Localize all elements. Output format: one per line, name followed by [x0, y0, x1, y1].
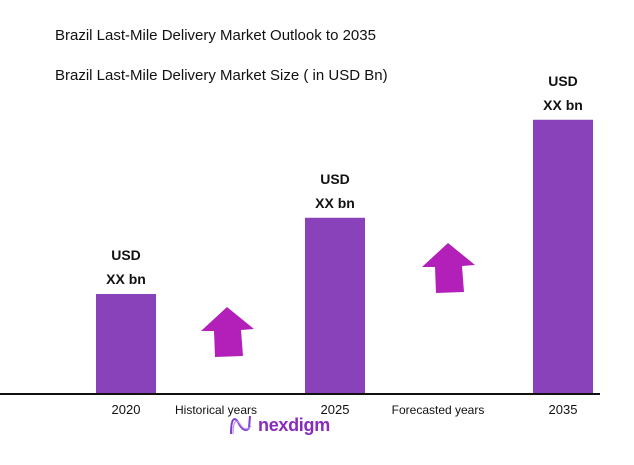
period-label: Forecasted years — [392, 403, 485, 417]
data-label-2025: USD — [320, 171, 350, 187]
up-arrow-icon — [422, 243, 475, 293]
period-label: Historical years — [175, 403, 257, 417]
category-label-2025: 2025 — [321, 402, 350, 417]
chart-subtitle: Brazil Last-Mile Delivery Market Size ( … — [55, 67, 388, 84]
bar-2025 — [305, 217, 365, 393]
nexdigm-logo: nexdigm — [228, 414, 330, 436]
bar-2035 — [533, 119, 593, 393]
logo-wave-icon — [230, 415, 252, 435]
data-label-2035: XX bn — [543, 97, 583, 113]
data-label-2020: XX bn — [106, 271, 146, 287]
bar-2020 — [96, 294, 156, 393]
logo-text: nexdigm — [258, 414, 330, 435]
data-label-2025: XX bn — [315, 195, 355, 211]
up-arrow-icon — [201, 307, 254, 357]
data-label-2020: USD — [111, 247, 141, 263]
category-label-2020: 2020 — [112, 402, 141, 417]
category-label-2035: 2035 — [549, 402, 578, 417]
chart-title: Brazil Last-Mile Delivery Market Outlook… — [55, 27, 376, 44]
data-label-2035: USD — [548, 73, 578, 89]
